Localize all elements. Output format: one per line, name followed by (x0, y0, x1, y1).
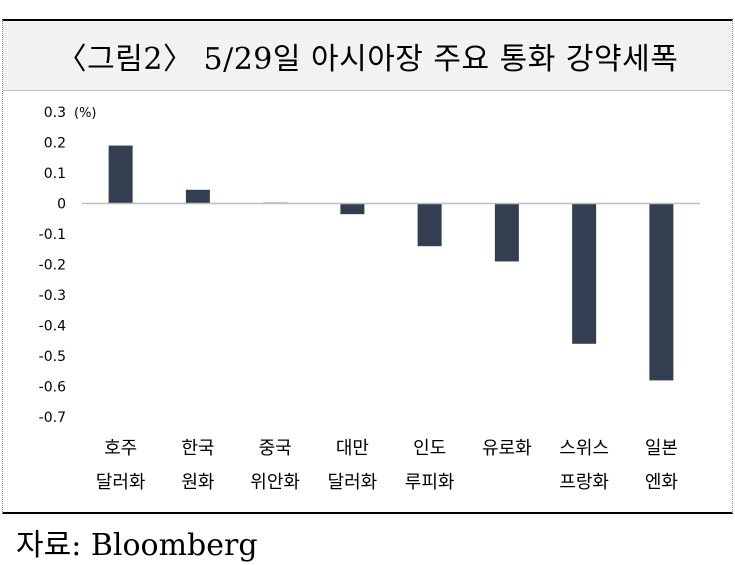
bar (108, 145, 133, 204)
y-tick-label: 0 (57, 197, 66, 213)
x-category-label: 유로화 (482, 438, 532, 459)
y-tick-label: -0.5 (39, 349, 66, 365)
x-category-label: 호주 (104, 438, 137, 459)
y-tick-label: -0.6 (39, 380, 66, 396)
y-tick-label: 0.3 (44, 105, 66, 121)
y-tick-label: -0.7 (39, 410, 66, 426)
bar (340, 203, 365, 215)
y-unit-label: (%) (74, 106, 97, 121)
y-tick-label: -0.2 (39, 258, 66, 274)
source-note: 자료: Bloomberg (16, 528, 258, 563)
y-tick-label: -0.3 (39, 288, 66, 304)
x-category-label: 위안화 (250, 472, 300, 493)
x-category-label: 엔화 (645, 472, 678, 493)
x-category-label: 스위스 (559, 438, 609, 459)
x-category-label: 달러화 (96, 472, 146, 493)
x-category-label: 원화 (181, 472, 214, 493)
x-category-label: 일본 (645, 438, 678, 459)
title-band: 〈그림2〉 5/29일 아시아장 주요 통화 강약세폭 (3, 21, 732, 91)
x-category-label: 루피화 (405, 472, 455, 493)
y-tick-label: -0.4 (39, 319, 66, 335)
figure-frame: 〈그림2〉 5/29일 아시아장 주요 통화 강약세폭 (2, 19, 733, 514)
y-tick-label: 0.2 (44, 136, 66, 152)
x-category-label: 인도 (413, 438, 446, 459)
x-category-label: 한국 (181, 438, 214, 459)
bar (417, 203, 442, 247)
bar (185, 189, 210, 204)
bar (494, 203, 519, 262)
x-category-label: 프랑화 (559, 472, 609, 493)
bar (572, 203, 597, 344)
chart-title: 〈그림2〉 5/29일 아시아장 주요 통화 강약세폭 (56, 41, 679, 77)
y-tick-label: -0.1 (39, 227, 66, 243)
bar (649, 203, 674, 381)
x-category-label: 대만 (336, 438, 369, 459)
y-tick-label: 0.1 (44, 166, 66, 182)
x-category-label: 달러화 (328, 472, 378, 493)
bar-chart: 0.3 0.2 0.1 0 -0.1 -0.2 -0.3 -0.4 -0.5 -0.6 -0.7 (%… (39, 105, 700, 493)
x-category-label: 중국 (259, 438, 292, 459)
